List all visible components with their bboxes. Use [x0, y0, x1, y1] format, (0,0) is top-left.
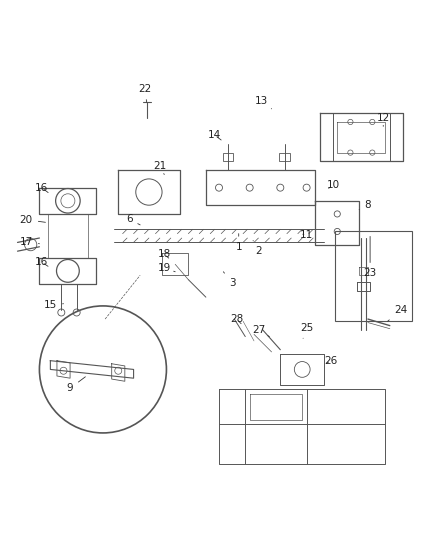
Text: 13: 13 — [255, 96, 272, 109]
Text: 22: 22 — [138, 84, 151, 102]
Text: 1: 1 — [235, 233, 242, 252]
Text: 21: 21 — [153, 161, 166, 174]
Text: 19: 19 — [158, 263, 175, 273]
Text: 23: 23 — [364, 237, 377, 278]
Text: 24: 24 — [388, 305, 407, 321]
Text: 2: 2 — [253, 240, 262, 256]
Text: 16: 16 — [35, 183, 48, 192]
Text: 16: 16 — [35, 257, 48, 267]
Text: 26: 26 — [324, 356, 337, 366]
Text: 18: 18 — [158, 249, 171, 259]
Text: 9: 9 — [67, 377, 85, 393]
Text: 11: 11 — [300, 230, 313, 240]
Text: 17: 17 — [20, 237, 39, 247]
Text: 25: 25 — [300, 323, 313, 338]
Text: 15: 15 — [44, 300, 64, 310]
Text: 6: 6 — [126, 214, 140, 225]
Text: 3: 3 — [223, 272, 236, 288]
Text: 10: 10 — [326, 181, 339, 190]
Text: 20: 20 — [20, 215, 46, 224]
Text: 14: 14 — [208, 130, 221, 140]
Bar — [279, 154, 290, 161]
Text: 12: 12 — [377, 112, 390, 126]
Text: 27: 27 — [252, 325, 269, 336]
Text: 28: 28 — [230, 314, 243, 324]
Bar — [223, 154, 233, 161]
Text: 8: 8 — [359, 200, 371, 210]
Bar — [335, 231, 412, 321]
